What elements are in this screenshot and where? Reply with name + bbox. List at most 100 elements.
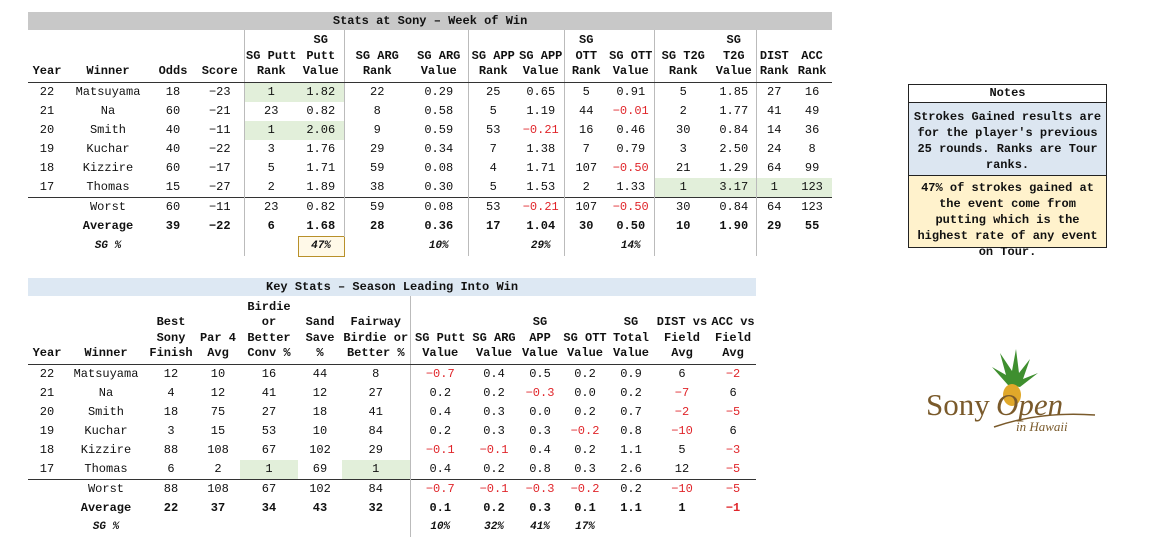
- column-header: SG ARG Value: [410, 30, 468, 83]
- table-cell: 5: [563, 82, 608, 102]
- pineapple-body: [1003, 384, 1021, 406]
- table-cell: 0.8: [620, 423, 642, 438]
- table-cell: 44: [563, 101, 608, 121]
- table-cell: −11: [196, 196, 244, 217]
- empty-cell: [563, 236, 608, 256]
- table-row: SG % 10% 32% 41% 17%: [28, 517, 756, 537]
- table-cell: 16: [261, 366, 277, 381]
- table-cell: 1.68: [306, 218, 336, 233]
- table-cell: 18: [163, 404, 179, 419]
- table-cell: 0.0: [574, 385, 596, 400]
- column-header: SG OTT Rank: [563, 30, 608, 83]
- note: 47% of strokes gained at the event come …: [909, 176, 1106, 259]
- table-row: 21 Na 4 12 41 12 27 0.2 0.2 −0.3 0.0 0.2 −7 6: [28, 383, 756, 403]
- table-cell: 34: [261, 500, 277, 515]
- table-cell: 39: [165, 218, 181, 233]
- table-cell: −5: [710, 478, 757, 499]
- table-cell: 1.85: [719, 84, 749, 99]
- table-cell: 1.38: [526, 141, 556, 156]
- table-cell: 32%: [484, 520, 504, 533]
- column-header: Winner: [66, 296, 146, 365]
- table-cell: −0.21: [518, 196, 564, 217]
- table-row: 20 Smith 40 −11 1 2.06 9 0.59 53 −0.21 16 0.46 30 0.8…: [28, 120, 832, 140]
- table-cell: 0.3: [483, 423, 505, 438]
- table-cell: 3.17: [712, 177, 756, 197]
- table-cell: 8: [343, 101, 410, 121]
- table-cell: 60: [165, 103, 181, 118]
- table-cell: 47%: [297, 235, 345, 257]
- table-cell: 3: [167, 423, 175, 438]
- table-cell: 17: [39, 179, 55, 194]
- table-cell: Worst: [66, 478, 146, 499]
- table-cell: 18: [165, 84, 181, 99]
- column-header: SG APP Value: [518, 296, 562, 365]
- table-cell: 30: [653, 196, 712, 217]
- empty-cell: [196, 518, 240, 537]
- table-cell: 0.79: [616, 141, 646, 156]
- column-header: Par 4 Avg: [196, 296, 240, 365]
- column-header: Year: [28, 296, 66, 365]
- table-cell: −0.7: [409, 364, 470, 384]
- table-cell: −0.2: [570, 423, 600, 438]
- table-row: Average 22 37 34 43 32 0.1 0.2 0.3 0.1 1.1 1 −1: [28, 498, 756, 518]
- column-header: ACC Rank: [792, 30, 833, 83]
- table-cell: −2: [674, 404, 690, 419]
- table-cell: 0.2: [574, 442, 596, 457]
- empty-cell: [343, 236, 410, 256]
- table-cell: 12: [312, 385, 328, 400]
- table-row: Average 39 −22 6 1.68 28 0.36 17 1.04 30 0.50 10 1.9…: [28, 216, 832, 236]
- table-cell: 30: [563, 216, 608, 236]
- table-cell: 1.77: [719, 103, 749, 118]
- table-cell: 2.06: [298, 120, 344, 140]
- table-cell: 59: [343, 196, 410, 217]
- table-cell: 14%: [620, 239, 641, 252]
- empty-cell: [146, 518, 196, 537]
- table-cell: 0.0: [529, 404, 551, 419]
- table-cell: 5: [243, 158, 298, 178]
- table-cell: 0.34: [424, 141, 454, 156]
- empty-cell: [342, 518, 410, 537]
- empty-cell: [710, 518, 756, 537]
- table-row: 22 Matsuyama 12 10 16 44 8 −0.7 0.4 0.5 0.2 0.9 6 −2: [28, 364, 756, 384]
- table-cell: 108: [207, 442, 229, 457]
- table-cell: 18: [39, 442, 55, 457]
- table-cell: 0.7: [620, 404, 642, 419]
- table-cell: Kuchar: [84, 423, 128, 438]
- table-cell: 3: [653, 139, 712, 159]
- table-cell: 1: [678, 500, 686, 515]
- table-cell: Average: [82, 218, 134, 233]
- table-cell: 59: [343, 158, 410, 178]
- table-cell: 60: [150, 196, 196, 217]
- table-cell: 2.50: [719, 141, 749, 156]
- table-cell: 15: [165, 179, 181, 194]
- table-cell: 37: [210, 500, 226, 515]
- table-cell: 0.4: [409, 402, 470, 422]
- table-cell: −21: [208, 103, 231, 118]
- table-cell: 1.90: [719, 218, 749, 233]
- column-header: SG Total Value: [608, 296, 654, 365]
- table-cell: 16: [563, 120, 608, 140]
- table-row: 18 Kizzire 88 108 67 102 29 −0.1 −0.1 0.4 0.2 1.1 5 −…: [28, 440, 756, 460]
- table-cell: 0.4: [529, 442, 551, 457]
- notes-box: Notes Strokes Gained results are for the…: [908, 84, 1107, 259]
- column-header: Best Sony Finish: [146, 296, 196, 365]
- table-cell: Thomas: [84, 461, 128, 476]
- table-cell: 0.84: [712, 196, 756, 217]
- empty-cell: [243, 236, 298, 256]
- pineapple-leaves: [992, 349, 1038, 387]
- table-cell: 29%: [530, 239, 551, 252]
- table-cell: 102: [298, 478, 342, 499]
- table-cell: Kizzire: [80, 442, 132, 457]
- table-cell: 21: [39, 103, 55, 118]
- table-cell: 4: [167, 385, 175, 400]
- table-cell: 17: [467, 216, 518, 236]
- logo: Sony Open in Hawaii: [926, 349, 1096, 434]
- table-cell: −0.21: [522, 122, 559, 137]
- table-cell: 1.76: [306, 141, 336, 156]
- logo-swash: [993, 413, 1096, 428]
- table-cell: 6: [729, 385, 737, 400]
- table-cell: 6: [167, 461, 175, 476]
- table-cell: 6: [243, 216, 298, 236]
- table-cell: 107: [563, 196, 608, 217]
- table-cell: 27: [261, 404, 277, 419]
